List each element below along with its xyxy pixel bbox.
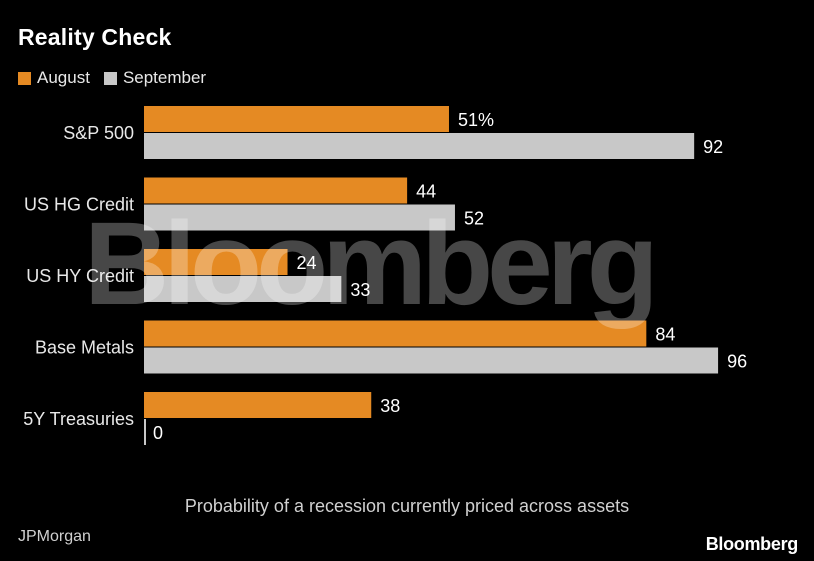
legend: August September: [18, 68, 220, 88]
data-label-september-base-metals: 96: [727, 352, 747, 372]
chart-title: Reality Check: [18, 24, 172, 50]
data-label-august-s-p-500: 51%: [458, 110, 494, 130]
bar-chart: S&P 500 51% 92 US HG Credit 44 52 US HY Credit…: [23, 106, 747, 445]
legend-label-august: August: [37, 68, 90, 87]
data-label-august-base-metals: 84: [655, 325, 675, 345]
bar-september-us-hy-credit: [144, 276, 342, 302]
legend-label-september: September: [122, 68, 207, 87]
bar-august-base-metals: [144, 320, 647, 347]
source-label: JPMorgan: [18, 528, 91, 545]
bar-august-us-hy-credit: [144, 249, 288, 275]
category-label-base-metals: Base Metals: [35, 338, 134, 358]
bar-september-5y-treasuries: [144, 419, 146, 445]
bar-august-s-p-500: [144, 106, 449, 132]
data-label-august-5y-treasuries: 38: [380, 396, 400, 416]
data-label-august-us-hy-credit: 24: [297, 253, 317, 273]
legend-item-september: September: [103, 68, 207, 88]
bar-august-5y-treasuries: [144, 392, 372, 418]
legend-swatch-august: [18, 71, 31, 85]
bar-september-s-p-500: [144, 133, 695, 159]
category-label-5y-treasuries: 5Y Treasuries: [23, 409, 134, 429]
data-label-august-us-hg-credit: 44: [416, 182, 436, 202]
category-label-us-hg-credit: US HG Credit: [24, 195, 134, 215]
bar-september-base-metals: [144, 347, 719, 374]
data-label-september-s-p-500: 92: [703, 137, 723, 157]
data-label-september-us-hy-credit: 33: [350, 280, 370, 300]
data-label-september-us-hg-credit: 52: [464, 209, 484, 229]
brand-logo: Bloomberg: [705, 534, 799, 554]
legend-swatch-september: [103, 71, 117, 85]
legend-item-august: August: [18, 68, 90, 88]
bar-september-us-hg-credit: [144, 204, 455, 231]
bar-august-us-hg-credit: [144, 177, 408, 204]
data-label-september-5y-treasuries: 0: [153, 423, 163, 443]
category-label-us-hy-credit: US HY Credit: [26, 266, 134, 286]
category-label-s-p-500: S&P 500: [63, 123, 134, 143]
chart-footnote: Probability of a recession currently pri…: [184, 496, 630, 516]
